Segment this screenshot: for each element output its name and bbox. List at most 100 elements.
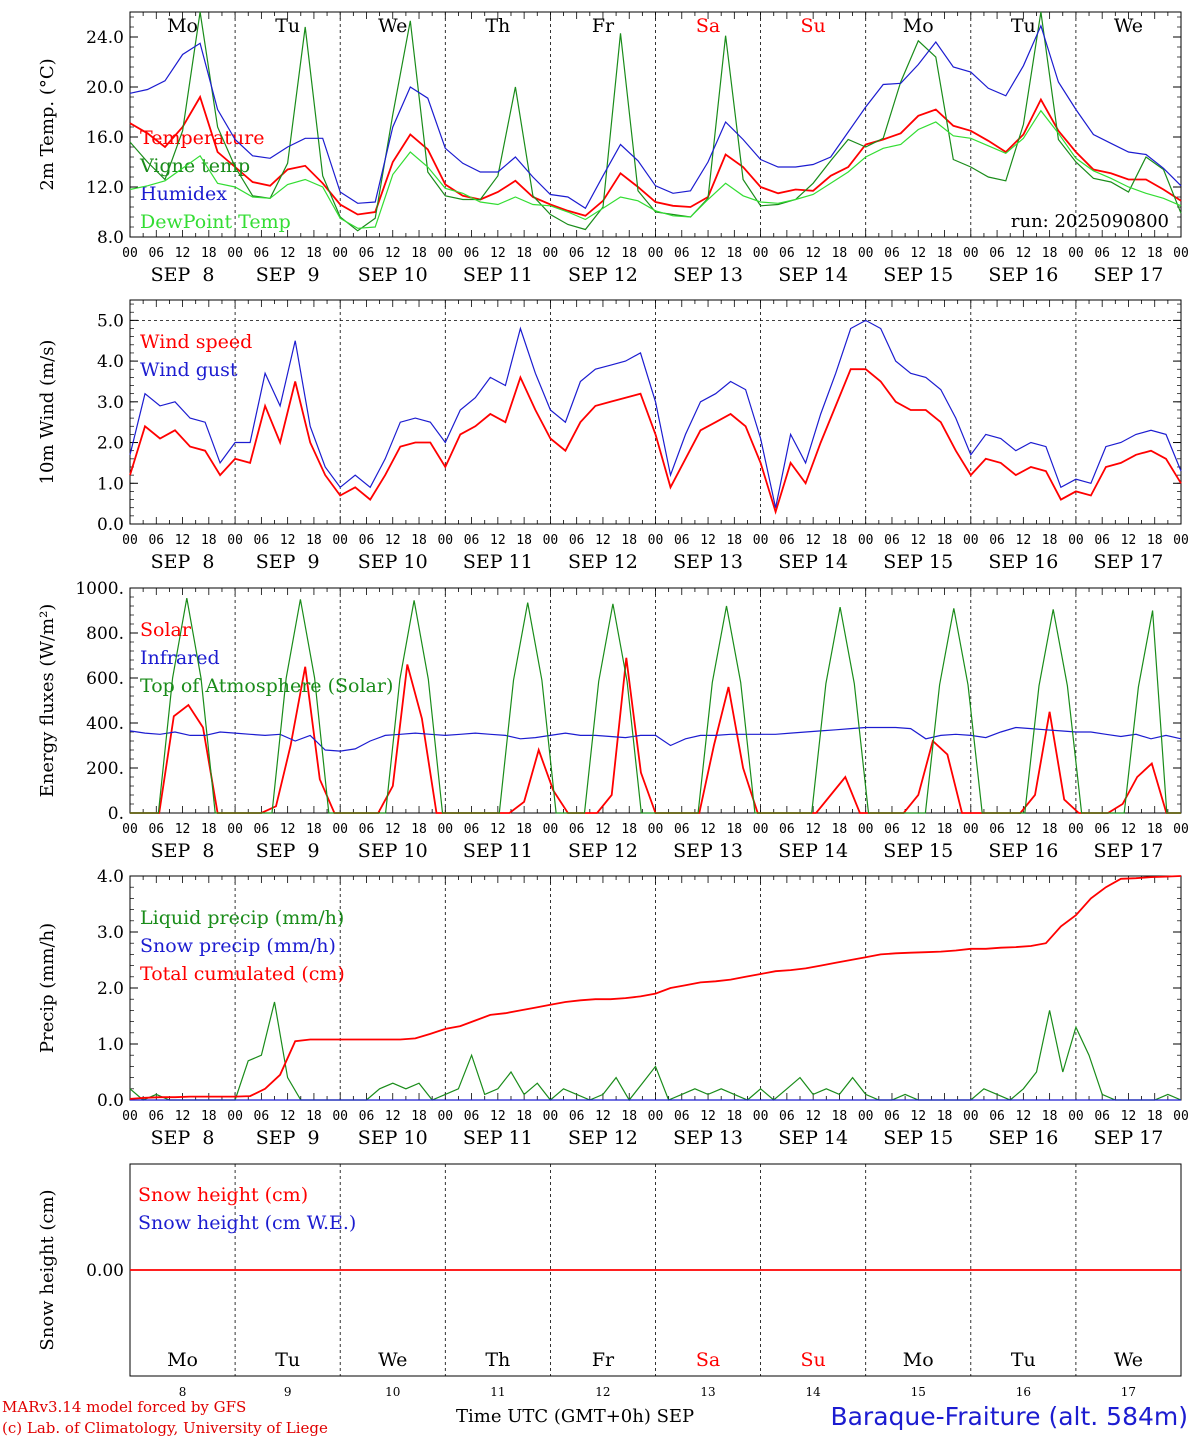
hour-tick-label: 00 — [332, 1109, 348, 1124]
hour-tick-label: 06 — [884, 533, 900, 548]
hour-tick-label: 18 — [1147, 246, 1163, 261]
y-tick-label: 3.0 — [97, 393, 124, 413]
weekday-label: Tu — [1011, 15, 1036, 37]
hour-tick-label: 12 — [910, 246, 926, 261]
y-tick-label: 4.0 — [97, 867, 124, 887]
hour-tick-label: 12 — [805, 246, 821, 261]
date-label: SEP 12 — [568, 264, 638, 286]
hour-tick-label: 12 — [175, 822, 191, 837]
hour-tick-label: 00 — [122, 533, 138, 548]
hour-tick-label: 12 — [280, 1109, 296, 1124]
lab-credit: (c) Lab. of Climatology, University of L… — [2, 1419, 328, 1437]
weekday-label: Sa — [696, 1349, 720, 1371]
hour-tick-label: 06 — [674, 533, 690, 548]
hour-tick-label: 06 — [148, 822, 164, 837]
y-tick-label: 20.0 — [86, 78, 124, 98]
hour-tick-label: 12 — [490, 822, 506, 837]
date-label: SEP 15 — [883, 840, 953, 862]
hour-tick-label: 00 — [753, 1109, 769, 1124]
time-axis-label: Time UTC (GMT+0h) SEP — [456, 1406, 695, 1427]
hour-tick-label: 12 — [805, 533, 821, 548]
date-label: SEP 10 — [358, 840, 428, 862]
date-label: SEP 8 — [151, 264, 215, 286]
hour-tick-label: 06 — [989, 822, 1005, 837]
hour-tick-label: 18 — [621, 1109, 637, 1124]
hour-tick-label: 18 — [516, 533, 532, 548]
hour-tick-label: 06 — [989, 533, 1005, 548]
hour-tick-label: 12 — [700, 1109, 716, 1124]
hour-tick-label: 12 — [490, 533, 506, 548]
legend-entry: Solar — [140, 619, 192, 641]
hour-tick-label: 06 — [464, 1109, 480, 1124]
hour-tick-label: 00 — [332, 533, 348, 548]
hour-tick-label: 06 — [674, 822, 690, 837]
hour-tick-label: 12 — [700, 246, 716, 261]
y-tick-label: 1000. — [75, 579, 124, 599]
hour-tick-label: 00 — [1068, 246, 1084, 261]
weekday-label: We — [378, 15, 407, 37]
hour-tick-label: 06 — [464, 246, 480, 261]
date-label: SEP 16 — [988, 840, 1058, 862]
hour-tick-label: 06 — [1094, 1109, 1110, 1124]
hour-tick-label: 18 — [516, 822, 532, 837]
hour-tick-label: 06 — [884, 246, 900, 261]
legend-entry: DewPoint Temp — [140, 211, 291, 233]
day-number-label: 17 — [1121, 1385, 1136, 1399]
hour-tick-label: 18 — [201, 822, 217, 837]
hour-tick-label: 00 — [122, 822, 138, 837]
hour-tick-label: 06 — [148, 246, 164, 261]
hour-tick-label: 18 — [937, 1109, 953, 1124]
hour-tick-label: 12 — [1121, 533, 1137, 548]
hour-tick-label: 18 — [726, 246, 742, 261]
hour-tick-label: 18 — [1147, 822, 1163, 837]
hour-tick-label: 00 — [1173, 246, 1189, 261]
hour-tick-label: 06 — [989, 1109, 1005, 1124]
hour-tick-label: 12 — [910, 533, 926, 548]
legend-entry: Snow precip (mm/h) — [140, 935, 336, 957]
hour-tick-label: 12 — [700, 822, 716, 837]
y-tick-label: 600. — [86, 669, 124, 689]
y-tick-label: 8.0 — [97, 228, 124, 248]
hour-tick-label: 12 — [1016, 1109, 1032, 1124]
date-label: SEP 11 — [463, 840, 533, 862]
hour-tick-label: 06 — [569, 1109, 585, 1124]
hour-tick-label: 06 — [674, 246, 690, 261]
hour-tick-label: 00 — [543, 1109, 559, 1124]
y-tick-label: 800. — [86, 624, 124, 644]
panel-2: 0.0 1.0 2.0 3.0 4.0 5.0 10m Wind (m/s) Wind spe… — [37, 299, 1189, 573]
hour-tick-label: 18 — [832, 533, 848, 548]
date-label: SEP 17 — [1094, 840, 1164, 862]
hour-tick-label: 18 — [621, 246, 637, 261]
hour-tick-label: 06 — [989, 246, 1005, 261]
weekday-label: Mo — [167, 15, 198, 37]
date-label: SEP 16 — [988, 264, 1058, 286]
weekday-label: Tu — [275, 15, 300, 37]
hour-tick-label: 06 — [359, 533, 375, 548]
hour-tick-label: 00 — [437, 822, 453, 837]
hour-tick-label: 18 — [937, 246, 953, 261]
y-axis-label: Precip (mm/h) — [37, 923, 58, 1053]
weekday-label: Su — [801, 1349, 826, 1371]
date-label: SEP 14 — [778, 551, 848, 573]
day-number-label: 11 — [490, 1385, 505, 1399]
hour-tick-label: 00 — [227, 822, 243, 837]
series-line-vigne-temp — [129, 11, 1182, 232]
y-axis-label: Snow height (cm) — [37, 1189, 58, 1350]
hour-tick-label: 18 — [411, 246, 427, 261]
y-tick-label: 0.00 — [86, 1261, 124, 1281]
hour-tick-label: 12 — [280, 246, 296, 261]
date-label: SEP 8 — [151, 551, 215, 573]
date-label: SEP 8 — [151, 840, 215, 862]
hour-tick-label: 00 — [1068, 822, 1084, 837]
y-tick-label: 24.0 — [86, 28, 124, 48]
hour-tick-label: 18 — [1147, 533, 1163, 548]
y-axis-label: 10m Wind (m/s) — [37, 340, 58, 485]
y-tick-label: 200. — [86, 759, 124, 779]
series-line-wind-speed — [129, 368, 1182, 515]
day-number-label: 13 — [700, 1385, 715, 1399]
date-label: SEP 15 — [883, 551, 953, 573]
hour-tick-label: 00 — [1173, 1109, 1189, 1124]
date-label: SEP 14 — [778, 840, 848, 862]
hour-tick-label: 06 — [359, 1109, 375, 1124]
